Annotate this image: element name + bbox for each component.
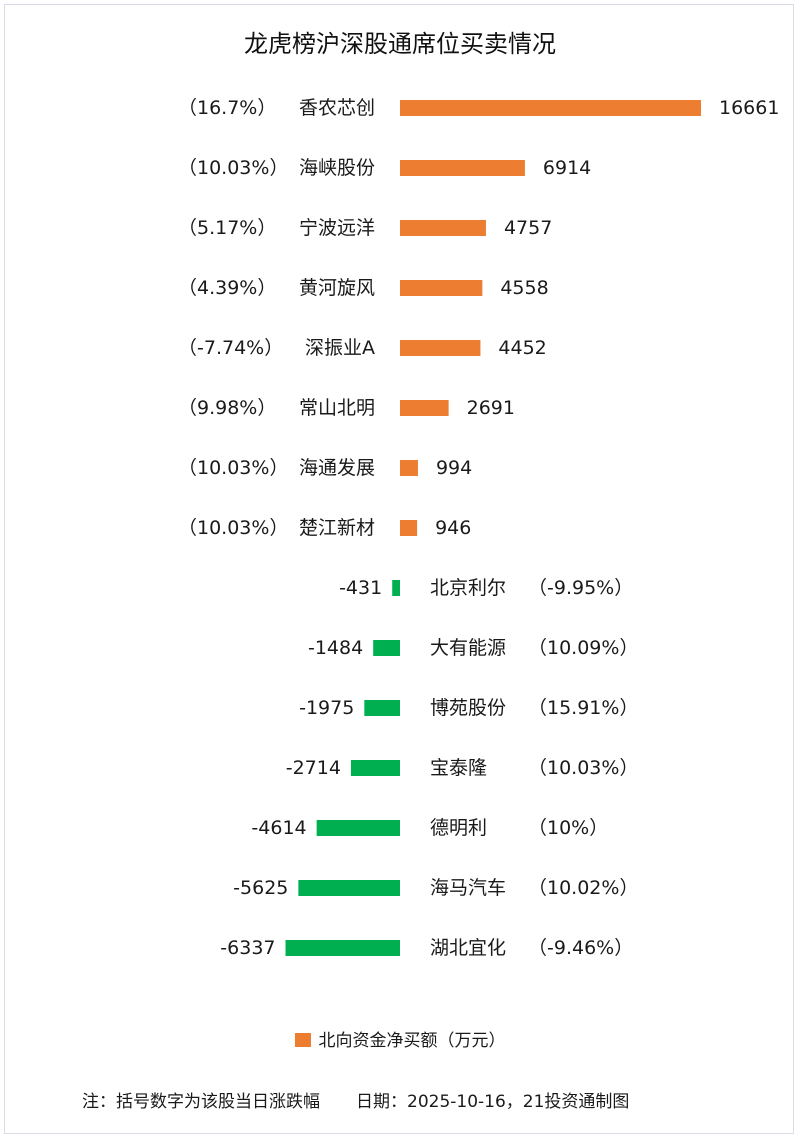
change-label: （15.91%） bbox=[528, 697, 638, 719]
category-label: 海峡股份 bbox=[299, 157, 375, 179]
category-label: 德明利 bbox=[430, 817, 487, 839]
bar-value-label: 994 bbox=[436, 457, 472, 479]
bar-value-label: 946 bbox=[435, 517, 471, 539]
bar bbox=[400, 520, 418, 536]
bar bbox=[400, 160, 525, 176]
bar bbox=[364, 700, 400, 716]
change-label: （-9.46%） bbox=[528, 937, 633, 959]
bar-value-label: 4757 bbox=[504, 217, 552, 239]
change-label: （10.09%） bbox=[528, 637, 638, 659]
bar-value-label: -4614 bbox=[251, 817, 306, 839]
bar-value-label: 6914 bbox=[543, 157, 591, 179]
bar-value-label: -1484 bbox=[308, 637, 363, 659]
legend-label: 北向资金净买额（万元） bbox=[318, 1031, 506, 1051]
category-label: 北京利尔 bbox=[430, 577, 506, 599]
category-label: 楚江新材 bbox=[299, 517, 375, 539]
bar-value-label: 4452 bbox=[498, 337, 546, 359]
bar bbox=[298, 880, 400, 896]
bar bbox=[316, 820, 400, 836]
chart-frame bbox=[4, 4, 794, 1134]
bar bbox=[400, 100, 701, 116]
category-label: 常山北明 bbox=[299, 397, 375, 419]
category-label: 大有能源 bbox=[430, 637, 506, 659]
category-label: 海通发展 bbox=[299, 457, 375, 479]
change-label: （-7.74%） bbox=[178, 337, 283, 359]
bar-value-label: -2714 bbox=[286, 757, 341, 779]
change-label: （5.17%） bbox=[178, 217, 276, 239]
category-label: 深振业A bbox=[305, 337, 375, 359]
bar bbox=[400, 340, 481, 356]
bar-value-label: 2691 bbox=[467, 397, 515, 419]
category-label: 博苑股份 bbox=[430, 697, 506, 719]
footnote-note: 注：括号数字为该股当日涨跌幅 bbox=[82, 1092, 320, 1112]
category-label: 宝泰隆 bbox=[430, 757, 487, 779]
category-label: 宁波远洋 bbox=[299, 217, 375, 239]
category-label: 香农芯创 bbox=[299, 97, 375, 119]
bar bbox=[350, 760, 400, 776]
legend-swatch bbox=[294, 1033, 311, 1047]
change-label: （16.7%） bbox=[178, 97, 276, 119]
bar-value-label: -1975 bbox=[299, 697, 354, 719]
chart-legend: 北向资金净买额（万元） bbox=[0, 1026, 800, 1051]
bar bbox=[400, 460, 418, 476]
change-label: （10.03%） bbox=[178, 157, 288, 179]
bar-value-label: -6337 bbox=[220, 937, 275, 959]
change-label: （10.03%） bbox=[178, 457, 288, 479]
change-label: （10.03%） bbox=[178, 517, 288, 539]
category-label: 黄河旋风 bbox=[299, 277, 375, 299]
chart-title: 龙虎榜沪深股通席位买卖情况 bbox=[244, 30, 556, 58]
change-label: （9.98%） bbox=[178, 397, 276, 419]
category-label: 湖北宜化 bbox=[430, 937, 506, 959]
bar bbox=[400, 280, 483, 296]
footnote-date: 日期：2025-10-16，21投资通制图 bbox=[356, 1092, 630, 1112]
change-label: （-9.95%） bbox=[528, 577, 633, 599]
bar-value-label: 4558 bbox=[500, 277, 548, 299]
bar bbox=[373, 640, 400, 656]
bar-value-label: -431 bbox=[339, 577, 382, 599]
change-label: （10.03%） bbox=[528, 757, 638, 779]
bar-value-label: -5625 bbox=[233, 877, 288, 899]
category-label: 海马汽车 bbox=[430, 877, 506, 899]
bar bbox=[285, 940, 400, 956]
bar-value-label: 16661 bbox=[719, 97, 779, 119]
footnote: 注：括号数字为该股当日涨跌幅 日期：2025-10-16，21投资通制图 bbox=[82, 1087, 629, 1112]
change-label: （4.39%） bbox=[178, 277, 276, 299]
bar bbox=[400, 400, 449, 416]
bar bbox=[400, 220, 486, 236]
change-label: （10.02%） bbox=[528, 877, 638, 899]
bar bbox=[392, 580, 400, 596]
change-label: （10%） bbox=[528, 817, 608, 839]
